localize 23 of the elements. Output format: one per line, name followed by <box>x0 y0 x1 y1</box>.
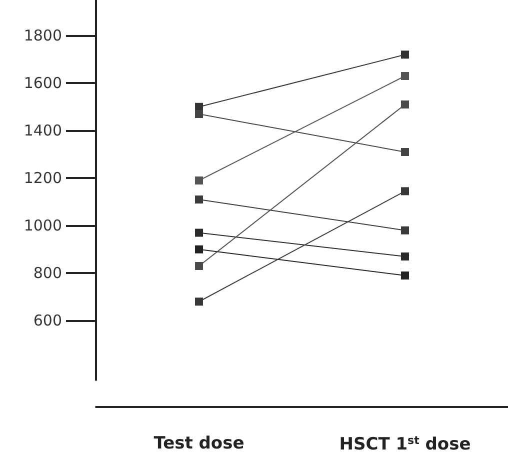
point <box>195 262 203 270</box>
point <box>401 72 409 80</box>
y-tick-label: 1600 <box>24 74 62 92</box>
point <box>401 226 409 234</box>
point <box>401 148 409 156</box>
y-tick-label: 1400 <box>24 122 62 140</box>
point <box>401 100 409 108</box>
y-tick-label: 1800 <box>24 26 62 45</box>
point <box>401 187 409 196</box>
point <box>401 272 409 280</box>
point <box>195 245 203 254</box>
point <box>195 298 203 306</box>
y-tick-label: 800 <box>33 264 62 282</box>
y-tick-label: 1200 <box>24 169 62 188</box>
y-tick-label: 1000 <box>24 216 62 235</box>
x-tick-label: Test dose <box>154 434 244 454</box>
point <box>401 252 409 260</box>
point <box>195 196 203 204</box>
point <box>195 228 203 237</box>
point <box>401 50 409 59</box>
y-tick-label: 600 <box>33 312 62 330</box>
point <box>195 110 203 118</box>
point <box>195 176 203 184</box>
